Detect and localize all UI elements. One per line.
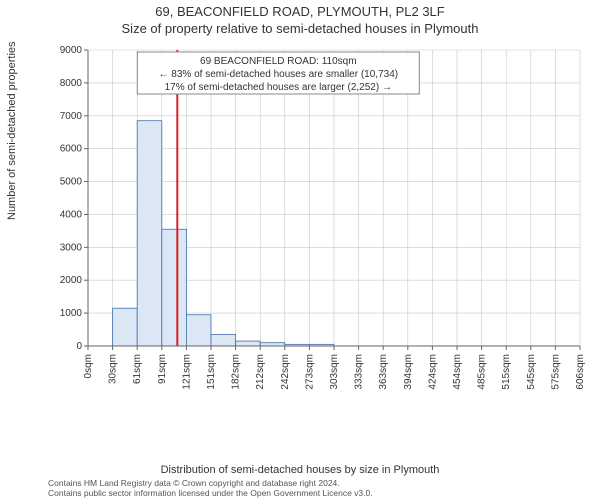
svg-text:273sqm: 273sqm: [304, 354, 315, 390]
footer-line-1: Contains HM Land Registry data © Crown c…: [48, 478, 592, 488]
svg-text:394sqm: 394sqm: [403, 354, 414, 390]
svg-text:4000: 4000: [60, 209, 82, 220]
svg-text:9000: 9000: [60, 46, 82, 56]
svg-text:1000: 1000: [60, 308, 82, 319]
footer-line-2: Contains public sector information licen…: [48, 488, 592, 498]
svg-text:8000: 8000: [60, 78, 82, 89]
svg-text:91sqm: 91sqm: [157, 354, 168, 384]
svg-text:303sqm: 303sqm: [329, 354, 340, 390]
svg-text:61sqm: 61sqm: [132, 354, 143, 384]
footer-attribution: Contains HM Land Registry data © Crown c…: [48, 478, 592, 498]
svg-text:5000: 5000: [60, 177, 82, 188]
y-axis-label: Number of semi-detached properties: [6, 41, 18, 220]
svg-text:17% of semi-detached houses ar: 17% of semi-detached houses are larger (…: [165, 82, 392, 93]
svg-text:151sqm: 151sqm: [206, 354, 217, 390]
x-axis-label: Distribution of semi-detached houses by …: [0, 464, 600, 476]
svg-text:212sqm: 212sqm: [255, 354, 266, 390]
svg-text:0sqm: 0sqm: [83, 354, 94, 378]
svg-text:242sqm: 242sqm: [280, 354, 291, 390]
svg-text:424sqm: 424sqm: [427, 354, 438, 390]
plot-area: 0 1000 2000 3000 4000 5000 6000 7000 8000 9000 0sq…: [60, 46, 586, 404]
svg-text:485sqm: 485sqm: [477, 354, 488, 390]
svg-text:545sqm: 545sqm: [526, 354, 537, 390]
svg-text:30sqm: 30sqm: [108, 354, 119, 384]
chart-title-block: 69, BEACONFIELD ROAD, PLYMOUTH, PL2 3LF …: [0, 0, 600, 38]
svg-text:3000: 3000: [60, 242, 82, 253]
title-line-1: 69, BEACONFIELD ROAD, PLYMOUTH, PL2 3LF: [0, 4, 600, 21]
svg-text:2000: 2000: [60, 275, 82, 286]
svg-text:333sqm: 333sqm: [354, 354, 365, 390]
svg-text:121sqm: 121sqm: [181, 354, 192, 390]
svg-text:0: 0: [76, 341, 82, 352]
svg-text:69 BEACONFIELD ROAD: 110sqm: 69 BEACONFIELD ROAD: 110sqm: [200, 56, 357, 67]
svg-text:7000: 7000: [60, 111, 82, 122]
svg-text:6000: 6000: [60, 144, 82, 155]
svg-text:606sqm: 606sqm: [575, 354, 586, 390]
svg-text:575sqm: 575sqm: [550, 354, 561, 390]
svg-text:454sqm: 454sqm: [452, 354, 463, 390]
title-line-2: Size of property relative to semi-detach…: [0, 21, 600, 38]
svg-text:← 83% of semi-detached houses: ← 83% of semi-detached houses are smalle…: [159, 69, 399, 80]
svg-text:363sqm: 363sqm: [378, 354, 389, 390]
histogram-svg: 0 1000 2000 3000 4000 5000 6000 7000 8000 9000 0sq…: [60, 46, 586, 404]
svg-text:182sqm: 182sqm: [231, 354, 242, 390]
svg-text:515sqm: 515sqm: [501, 354, 512, 390]
